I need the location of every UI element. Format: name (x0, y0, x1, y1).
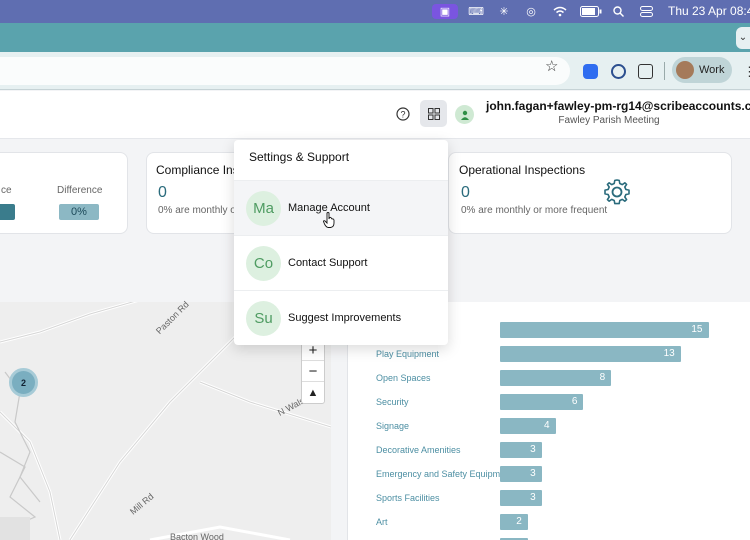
bar-value-label: 15 (691, 324, 703, 335)
user-avatar-icon[interactable] (455, 105, 474, 124)
bar-mark[interactable] (500, 490, 542, 506)
dropdown-title: Settings & Support (249, 150, 350, 164)
browser-tabstrip: ⌄ (0, 23, 750, 52)
map-roads (0, 302, 331, 540)
wifi-icon[interactable] (552, 4, 568, 19)
suggest-improvements-badge: Su (246, 301, 281, 336)
category-bar-chart: 15 Play Equipment 13 Open Spaces 8 Security 6 S… (347, 302, 750, 540)
suggest-improvements-item[interactable]: Su Suggest Improvements (234, 290, 448, 345)
bar-mark[interactable] (500, 346, 681, 362)
stats-card-left: ce Difference 0% (0, 152, 128, 234)
compliance-title: Compliance Insp (156, 163, 246, 177)
bar-value-label: 3 (530, 468, 536, 479)
extensions-puzzle-icon[interactable] (638, 64, 653, 79)
profile-label: Work (699, 64, 725, 76)
bar-mark[interactable] (500, 514, 528, 530)
manage-account-item[interactable]: Ma Manage Account (234, 180, 448, 235)
browser-menu-icon[interactable]: ⋮ (743, 64, 750, 79)
stat-label-truncated: ce (1, 185, 12, 196)
bar-category-label: Sports Facilities (376, 493, 440, 503)
stat-pill-truncated (0, 204, 15, 220)
user-organisation: Fawley Parish Meeting (558, 115, 660, 126)
bar-value-label: 3 (530, 444, 536, 455)
battery-icon[interactable] (580, 4, 602, 19)
bar-category-label: Play Equipment (376, 349, 440, 359)
profile-button[interactable]: Work (672, 57, 732, 83)
map-cluster-marker[interactable]: 2 (9, 368, 38, 397)
bar-category-label: Decorative Amenities (376, 445, 461, 455)
bookmark-star-icon[interactable]: ☆ (545, 58, 559, 75)
gear-icon (604, 179, 630, 205)
manage-account-label: Manage Account (288, 202, 370, 214)
operational-title: Operational Inspections (459, 163, 586, 177)
sparkle-icon[interactable]: ✳ (499, 6, 509, 18)
operational-sub: 0% are monthly or more frequent (461, 205, 608, 216)
bar-category-label: Security (376, 397, 409, 407)
bar-value-label: 2 (516, 516, 522, 527)
profile-avatar (676, 61, 694, 79)
bar-category-label: Signage (376, 421, 410, 431)
bar-value-label: 6 (571, 396, 578, 407)
vpn-icon[interactable]: ◎ (526, 6, 536, 18)
bar-mark[interactable] (500, 466, 542, 482)
compliance-sub: 0% are monthly or (158, 205, 240, 216)
bar-mark[interactable] (500, 442, 542, 458)
tab-search-chevron-icon[interactable]: ⌄ (736, 27, 750, 49)
browser-toolbar: ☆ Work ⋮ (0, 52, 750, 90)
compliance-count: 0 (158, 184, 167, 201)
extension-blue-icon[interactable] (583, 64, 598, 79)
bar-mark[interactable] (500, 394, 584, 410)
help-button[interactable]: ? (389, 100, 416, 127)
map-controls: + − ▲ (301, 339, 325, 404)
svg-text:?: ? (400, 109, 405, 119)
help-icon: ? (395, 106, 410, 121)
contact-support-label: Contact Support (288, 257, 368, 269)
address-bar[interactable] (0, 57, 570, 85)
operational-inspections-card[interactable]: Operational Inspections 0 0% are monthly… (448, 152, 732, 234)
operational-count: 0 (461, 184, 470, 201)
contact-support-badge: Co (246, 246, 281, 281)
pointer-hand-icon (323, 212, 335, 228)
app-viewport: ? john.fagan+fawley-pm-rg14@scribeaccoun… (0, 91, 750, 540)
bar-mark[interactable] (500, 418, 556, 434)
screen-record-icon[interactable]: ▣ (432, 4, 458, 19)
keyboard-icon[interactable]: ⌨ (468, 6, 484, 18)
menubar-clock: Thu 23 Apr 08:46 (668, 4, 750, 18)
bar-category-label: Art (376, 517, 388, 527)
bar-category-label: Emergency and Safety Equipment (376, 469, 513, 479)
toolbar-divider (664, 62, 665, 80)
bar-value-label: 3 (530, 492, 536, 503)
reset-bearing-button[interactable]: ▲ (307, 386, 319, 399)
extension-password-icon[interactable] (611, 64, 626, 79)
bar-value-label: 13 (663, 348, 675, 359)
bar-mark[interactable] (500, 538, 528, 540)
zoom-out-button[interactable]: − (302, 361, 324, 382)
manage-account-badge: Ma (246, 191, 281, 226)
bar-category-label: Open Spaces (376, 373, 431, 383)
settings-support-dropdown: Settings & Support Ma Manage Account Co … (234, 140, 448, 345)
contact-support-item[interactable]: Co Contact Support (234, 235, 448, 290)
suggest-improvements-label: Suggest Improvements (288, 312, 402, 324)
macos-menubar: ▣ ⌨ ✳ ◎ Thu 23 Apr 08:46 (0, 0, 750, 23)
bar-mark[interactable] (500, 370, 612, 386)
bar-value-label: 4 (544, 420, 550, 431)
difference-label: Difference (57, 185, 103, 196)
control-center-icon[interactable] (638, 4, 654, 19)
grid-icon (427, 107, 440, 120)
zoom-in-button[interactable]: + (302, 340, 324, 361)
bar-mark[interactable] (500, 322, 709, 338)
apps-grid-button[interactable] (420, 100, 447, 127)
bar-value-label: 8 (599, 372, 606, 383)
road-label-bacton-wood: Bacton Wood (170, 532, 224, 540)
app-header: ? john.fagan+fawley-pm-rg14@scribeaccoun… (0, 91, 750, 139)
user-email[interactable]: john.fagan+fawley-pm-rg14@scribeaccounts… (486, 99, 750, 113)
search-icon[interactable] (611, 4, 625, 19)
difference-value: 0% (59, 204, 99, 220)
